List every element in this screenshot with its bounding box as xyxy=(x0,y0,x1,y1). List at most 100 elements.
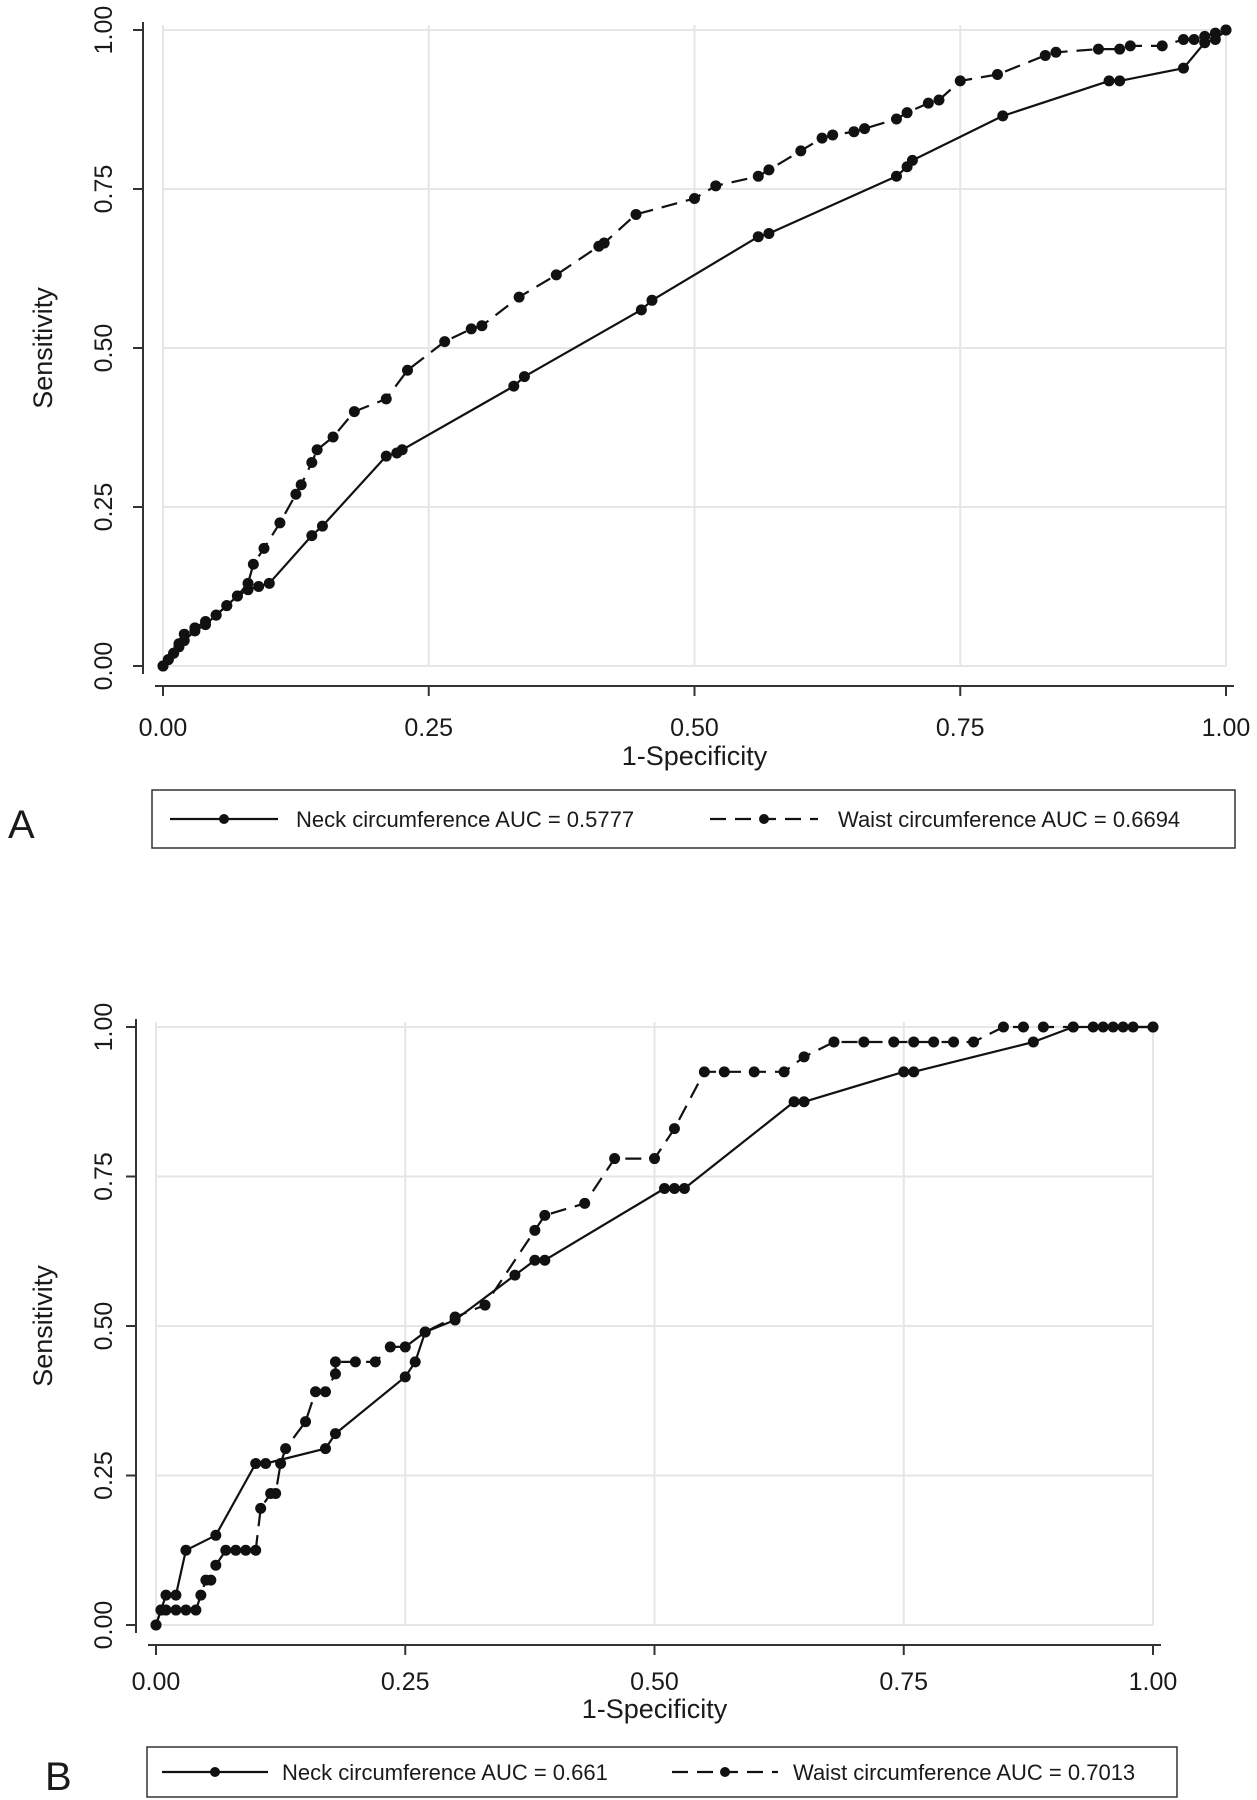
data-point-neck xyxy=(319,1443,331,1455)
legend-entry-label: Neck circumference AUC = 0.661 xyxy=(282,1760,608,1785)
data-point-waist xyxy=(908,1036,920,1048)
data-point-neck xyxy=(409,1356,421,1368)
data-point-neck xyxy=(763,228,775,240)
data-point-waist xyxy=(1114,43,1126,55)
data-point-neck xyxy=(678,1182,690,1194)
data-point-waist xyxy=(1087,1021,1099,1033)
y-tick-label: 0.00 xyxy=(90,1601,118,1650)
data-point-waist xyxy=(1107,1021,1119,1033)
data-point-waist xyxy=(1017,1021,1029,1033)
data-point-waist xyxy=(763,164,775,176)
roc-chart-panel-b: 0.00 0.00 0.25 0.25 0.50 0.50 0.75 0.75 1.00 1.00… xyxy=(28,1003,1178,1799)
data-point-waist xyxy=(170,1604,182,1616)
data-point-waist xyxy=(319,1386,331,1398)
data-point-waist xyxy=(1127,1021,1139,1033)
x-tick-label: 1.00 xyxy=(1202,714,1251,742)
data-point-waist xyxy=(710,180,722,192)
panel-label: A xyxy=(8,803,35,847)
data-point-neck xyxy=(396,444,408,456)
data-point-waist xyxy=(195,1589,207,1601)
data-point-waist xyxy=(513,291,525,303)
data-point-neck xyxy=(752,231,764,243)
data-point-waist xyxy=(901,107,913,119)
data-point-waist xyxy=(778,1066,790,1078)
data-point-neck xyxy=(263,577,275,589)
data-point-waist xyxy=(649,1153,660,1165)
data-point-waist xyxy=(369,1356,381,1368)
data-point-neck xyxy=(170,1589,182,1601)
data-point-waist xyxy=(449,1311,461,1323)
legend-entry-label: Neck circumference AUC = 0.5777 xyxy=(296,807,634,832)
data-point-waist xyxy=(948,1036,960,1048)
data-point-waist xyxy=(311,444,323,456)
data-point-waist xyxy=(928,1036,940,1048)
y-tick-label: 0.75 xyxy=(90,1152,118,1201)
data-point-waist xyxy=(270,1487,282,1499)
data-point-waist xyxy=(1124,40,1136,52)
data-point-waist xyxy=(1156,40,1168,52)
data-point-waist xyxy=(858,1036,870,1048)
data-point-neck xyxy=(509,1269,521,1281)
data-point-neck xyxy=(798,1096,810,1108)
data-point-waist xyxy=(550,269,562,281)
data-point-waist xyxy=(200,615,212,627)
x-tick-label: 0.25 xyxy=(404,714,453,742)
data-point-waist xyxy=(888,1036,900,1048)
data-point-waist xyxy=(997,1021,1009,1033)
data-point-waist xyxy=(300,1416,312,1428)
data-point-waist xyxy=(221,600,233,612)
data-point-waist xyxy=(242,577,254,589)
data-point-neck xyxy=(250,1458,262,1470)
data-point-neck xyxy=(180,1544,192,1556)
data-point-waist xyxy=(280,1443,292,1455)
data-point-neck xyxy=(539,1254,551,1266)
data-point-waist xyxy=(439,336,451,348)
data-point-waist xyxy=(306,456,318,468)
data-point-waist xyxy=(579,1197,591,1209)
data-point-waist xyxy=(689,193,700,205)
data-point-waist xyxy=(168,647,180,659)
data-point-waist xyxy=(529,1224,541,1236)
data-point-neck xyxy=(890,170,902,182)
data-point-waist xyxy=(258,542,270,554)
data-point-waist xyxy=(1037,1021,1049,1033)
data-point-neck xyxy=(260,1458,272,1470)
x-tick-label: 0.50 xyxy=(670,714,719,742)
data-point-waist xyxy=(933,94,945,106)
y-tick-label: 0.00 xyxy=(90,642,118,691)
data-point-waist xyxy=(479,1299,491,1311)
legend-marker xyxy=(210,1767,220,1777)
data-point-waist xyxy=(384,1341,396,1353)
legend-marker xyxy=(759,814,769,824)
data-point-waist xyxy=(795,145,807,157)
data-point-waist xyxy=(1188,34,1200,46)
data-point-waist xyxy=(230,1544,242,1556)
data-point-waist xyxy=(173,638,185,650)
x-tick-label: 0.50 xyxy=(630,1668,679,1696)
data-point-waist xyxy=(991,69,1003,81)
data-point-waist xyxy=(150,1619,162,1631)
data-point-neck xyxy=(668,1182,680,1194)
data-point-neck xyxy=(160,1589,172,1601)
data-point-waist xyxy=(240,1544,252,1556)
data-point-waist xyxy=(748,1066,760,1078)
data-point-waist xyxy=(160,1604,172,1616)
data-point-waist xyxy=(220,1544,232,1556)
data-point-waist xyxy=(231,590,243,602)
data-point-waist xyxy=(816,132,828,144)
data-point-waist xyxy=(295,479,307,491)
data-point-neck xyxy=(1103,75,1115,87)
data-point-waist xyxy=(329,1368,341,1380)
y-tick-label: 0.50 xyxy=(90,1302,118,1351)
data-point-neck xyxy=(316,520,328,532)
data-point-waist xyxy=(1067,1021,1079,1033)
data-point-neck xyxy=(658,1182,670,1194)
data-point-waist xyxy=(275,1458,287,1470)
legend-marker xyxy=(219,814,229,824)
data-point-neck xyxy=(1027,1036,1039,1048)
data-point-waist xyxy=(668,1123,680,1135)
y-tick-label: 1.00 xyxy=(90,1003,118,1052)
x-axis-title: 1-Specificity xyxy=(622,741,768,771)
data-point-neck xyxy=(518,371,530,383)
data-point-neck xyxy=(529,1254,541,1266)
